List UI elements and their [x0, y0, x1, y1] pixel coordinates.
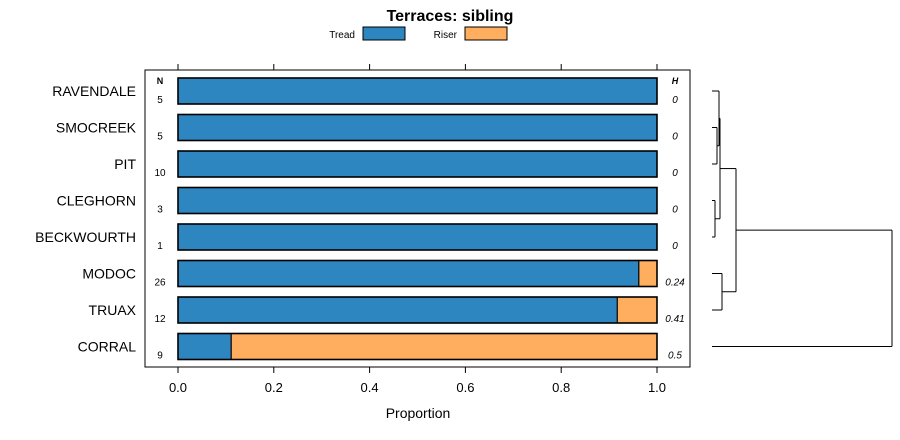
legend-label-tread: Tread — [329, 30, 355, 41]
tread-bar — [178, 187, 657, 214]
site-label: BECKWOURTH — [35, 229, 136, 245]
tread-bar — [178, 151, 657, 177]
bar-outline — [177, 259, 658, 288]
n-value: 12 — [154, 314, 166, 325]
n-value: 5 — [157, 95, 163, 106]
n-column-header: N — [157, 76, 164, 86]
tread-bar — [178, 78, 657, 104]
tread-bar — [178, 333, 232, 360]
n-value: 1 — [157, 241, 163, 252]
site-label: CLEGHORN — [57, 193, 136, 209]
x-tick-label: 0.8 — [552, 380, 570, 395]
site-label: CORRAL — [78, 339, 137, 355]
bar-outline — [177, 113, 658, 142]
bar-outline — [177, 150, 658, 178]
n-value: 10 — [154, 168, 166, 179]
bar-row: SMOCREEK 5 0 — [56, 113, 678, 143]
dendrogram — [712, 90, 893, 347]
h-value: 0 — [672, 241, 678, 252]
n-value: 3 — [157, 205, 163, 216]
site-label: TRUAX — [89, 302, 137, 318]
legend-label-riser: Riser — [434, 30, 458, 41]
site-label: SMOCREEK — [56, 120, 137, 136]
bar-row: CORRAL 9 0.5 — [78, 332, 682, 362]
n-value: 26 — [154, 278, 166, 289]
bar-outline — [177, 186, 658, 215]
h-value: 0 — [672, 168, 678, 179]
h-column-header: H — [672, 76, 679, 86]
h-value: 0 — [672, 132, 678, 143]
x-tick-label: 1.0 — [648, 380, 666, 395]
n-value: 5 — [157, 132, 163, 143]
h-value: 0 — [672, 95, 678, 106]
bar-row: CLEGHORN 3 0 — [57, 186, 678, 216]
tread-bar — [178, 260, 639, 287]
legend: Tread Riser — [329, 26, 508, 41]
h-value: 0.41 — [665, 314, 684, 325]
legend-swatch-tread — [362, 26, 406, 41]
x-tick-label: 0.6 — [456, 380, 474, 395]
riser-bar — [231, 333, 657, 360]
legend-swatch-riser — [464, 26, 508, 41]
n-value: 9 — [157, 351, 163, 362]
h-value: 0 — [672, 205, 678, 216]
site-label: RAVENDALE — [52, 83, 136, 99]
site-label: PIT — [114, 156, 136, 172]
x-tick-label: 0.0 — [169, 380, 187, 395]
x-axis-title: Proportion — [386, 405, 451, 421]
plot-panel — [144, 69, 691, 368]
bar-outline — [177, 223, 658, 251]
x-axis: 0.0 0.2 0.4 0.6 0.8 1.0 — [169, 64, 666, 395]
bar-row: PIT 10 0 — [114, 150, 678, 179]
riser-bar — [617, 297, 657, 323]
tread-bar — [178, 297, 618, 323]
bar-row: RAVENDALE 5 0 — [52, 77, 678, 106]
bar-row: MODOC 26 0.24 — [82, 259, 685, 289]
h-value: 0.5 — [668, 351, 682, 362]
x-tick-label: 0.4 — [361, 380, 379, 395]
bar-row: TRUAX 12 0.41 — [89, 296, 685, 325]
tread-bar — [178, 224, 657, 250]
bar-row: BECKWOURTH 1 0 — [35, 223, 678, 252]
chart-title: Terraces: sibling — [387, 8, 514, 25]
bar-outline — [177, 332, 658, 361]
bar-outline — [177, 77, 658, 105]
site-label: MODOC — [82, 266, 136, 282]
x-tick-label: 0.2 — [265, 380, 283, 395]
bar-outline — [177, 296, 658, 324]
h-value: 0.24 — [665, 278, 685, 289]
tread-bar — [178, 114, 657, 141]
riser-bar — [638, 260, 657, 287]
